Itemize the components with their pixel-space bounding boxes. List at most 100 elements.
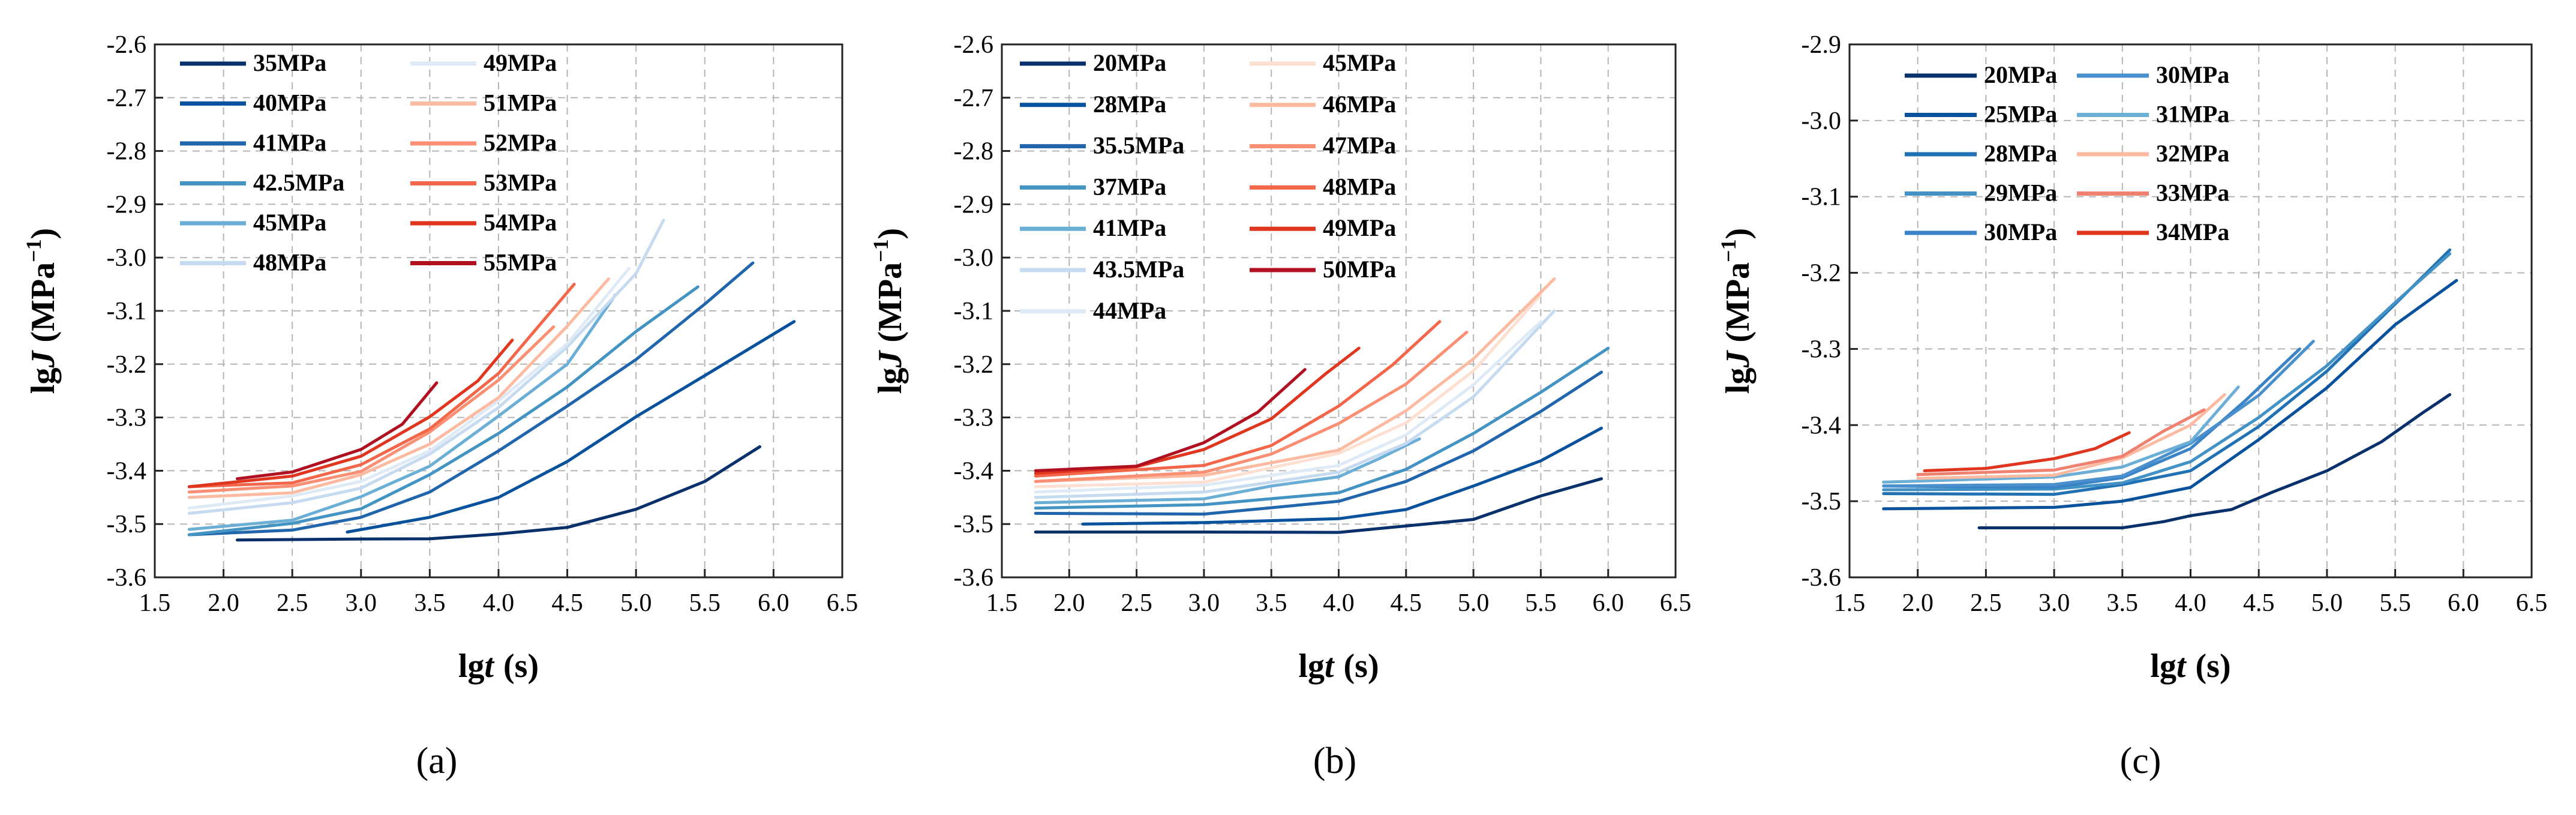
panel-label: (c) — [2120, 741, 2161, 781]
y-tick-label: -3.5 — [954, 511, 994, 538]
x-tick-label: 3.0 — [1188, 589, 1220, 617]
x-tick-label: 3.5 — [414, 589, 446, 617]
series-line-20MPa — [1977, 393, 2452, 529]
x-tick-label: 5.5 — [1525, 589, 1557, 617]
y-tick-label: -3.2 — [1802, 260, 1842, 287]
series-line-31MPa — [1882, 385, 2240, 484]
x-tick-label: 4.5 — [551, 589, 583, 617]
x-tick-label: 2.5 — [277, 589, 308, 617]
series-line-33MPa — [1916, 408, 2206, 477]
x-tick-label: 2.5 — [1121, 589, 1152, 617]
x-tick-label: 4.0 — [1323, 589, 1355, 617]
x-axis-title: lgt (s) — [2150, 648, 2230, 685]
x-tick-label: 2.0 — [1902, 589, 1933, 617]
series-line-41MPa — [187, 261, 755, 537]
series-line-32MPa — [1916, 393, 2226, 480]
x-tick-label: 6.0 — [2448, 589, 2479, 617]
legend-label: 44MPa — [1093, 297, 1166, 324]
y-tick-label: -3.4 — [954, 457, 994, 485]
legend-label: 41MPa — [253, 129, 326, 156]
x-tick-label: 4.5 — [1391, 589, 1422, 617]
series-line-28MPa — [1081, 426, 1603, 526]
series-line-37MPa — [1034, 346, 1610, 510]
x-tick-label: 4.0 — [483, 589, 515, 617]
legend-label: 31MPa — [2156, 101, 2229, 128]
series-line-44MPa — [1034, 320, 1542, 494]
x-tick-label: 5.5 — [689, 589, 721, 617]
x-tick-label: 1.5 — [1834, 589, 1866, 617]
series-line-54MPa — [187, 338, 514, 489]
series-line-34MPa — [1923, 431, 2131, 472]
x-tick-label: 2.5 — [1970, 589, 2002, 617]
x-axis-title-unit: (s) — [503, 648, 539, 685]
y-tick-label: -3.6 — [954, 564, 994, 592]
legend-label: 54MPa — [484, 209, 557, 236]
legend-label: 25MPa — [1984, 101, 2057, 128]
legend-label: 28MPa — [1093, 91, 1166, 118]
y-tick-label: -3.4 — [107, 457, 147, 485]
y-tick-label: -3.3 — [107, 404, 147, 432]
legend-label: 30MPa — [1984, 218, 2057, 245]
legend: 35MPa 40MPa 41MPa 42.5MPa 45MPa 48MPa 49MPa 51M… — [180, 49, 557, 276]
legend-label: 48MPa — [1323, 173, 1396, 200]
x-tick-label: 5.0 — [620, 589, 652, 617]
legend-label: 43.5MPa — [1093, 256, 1184, 283]
x-tick-label: 4.0 — [2175, 589, 2206, 617]
legend-label: 52MPa — [484, 129, 557, 156]
y-tick-label: -3.1 — [1802, 184, 1842, 211]
y-tick-label: -2.7 — [954, 85, 994, 112]
legend-label: 41MPa — [1093, 214, 1166, 241]
legend-label: 37MPa — [1093, 173, 1166, 200]
legend-label: 55MPa — [484, 249, 557, 276]
x-tick-label: 2.0 — [208, 589, 239, 617]
series-line-55MPa — [236, 381, 439, 481]
x-axis-title-var: t — [2176, 648, 2187, 685]
y-tick-label: -3.3 — [1802, 335, 1842, 363]
x-axis-title-var: t — [484, 648, 494, 685]
series-line-20MPa — [1034, 477, 1603, 534]
legend-label: 49MPa — [1323, 214, 1396, 241]
y-axis-title-main: lg — [25, 368, 62, 394]
y-tick-label: -3.5 — [1802, 488, 1842, 516]
x-tick-label: 4.5 — [2243, 589, 2275, 617]
y-tick-label: -2.6 — [954, 31, 994, 59]
y-tick-label: -3.6 — [107, 564, 147, 592]
y-tick-label: -2.9 — [1802, 31, 1842, 59]
x-tick-label: 1.5 — [986, 589, 1018, 617]
series-line-46MPa — [1034, 277, 1556, 483]
series-line-49MPa — [187, 266, 631, 510]
x-tick-label: 5.5 — [2379, 589, 2411, 617]
legend: 20MPa 25MPa 28MPa 29MPa 30MPa 30MPa 31MPa 32MPa… — [1905, 61, 2229, 245]
series-line-40MPa — [346, 320, 796, 534]
y-axis-title-var: J — [1719, 350, 1757, 368]
legend-label: 28MPa — [1984, 140, 2057, 167]
y-axis-title-close: ) — [1719, 228, 1757, 239]
y-tick-label: -2.8 — [954, 138, 994, 166]
y-axis-title-exp: −1 — [1716, 239, 1740, 262]
y-axis-title: lgJ (MPa−1) — [869, 228, 909, 394]
series-line-48MPa — [1034, 320, 1442, 478]
x-tick-label: 5.0 — [1458, 589, 1490, 617]
series-line-35.5MPa — [1034, 370, 1603, 516]
y-axis-title-close: ) — [872, 228, 909, 239]
series-line-53MPa — [187, 283, 576, 489]
x-axis-title-main: lg — [458, 648, 485, 685]
y-tick-label: -2.9 — [954, 191, 994, 218]
legend-label: 20MPa — [1093, 49, 1166, 76]
legend-label: 40MPa — [253, 89, 326, 116]
x-tick-label: 6.5 — [827, 589, 858, 617]
series-line-50MPa — [1034, 368, 1307, 472]
chart-panel-1: 1.5 2.0 2.5 3.0 3.5 4.0 4.5 5.0 5.5 6.0 6.5 -2.6 -2.… — [22, 31, 858, 781]
y-axis-title-main: lg — [1719, 368, 1757, 394]
y-tick-label: -3.2 — [954, 351, 994, 379]
series-line-35MPa — [236, 445, 761, 542]
series-line-30MPa — [1882, 347, 2301, 489]
chart-panel-2: 1.5 2.0 2.5 3.0 3.5 4.0 4.5 5.0 5.5 6.0 6.5 -2.6 -2.… — [869, 31, 1691, 781]
y-tick-label: -2.8 — [107, 138, 147, 166]
y-tick-label: -3.3 — [954, 404, 994, 432]
legend-label: 47MPa — [1323, 132, 1396, 159]
x-axis-title-unit: (s) — [2196, 648, 2231, 685]
legend-label: 50MPa — [1323, 256, 1396, 283]
y-axis-title-unit: (MPa — [1719, 262, 1757, 343]
y-tick-label: -3.5 — [107, 511, 147, 538]
